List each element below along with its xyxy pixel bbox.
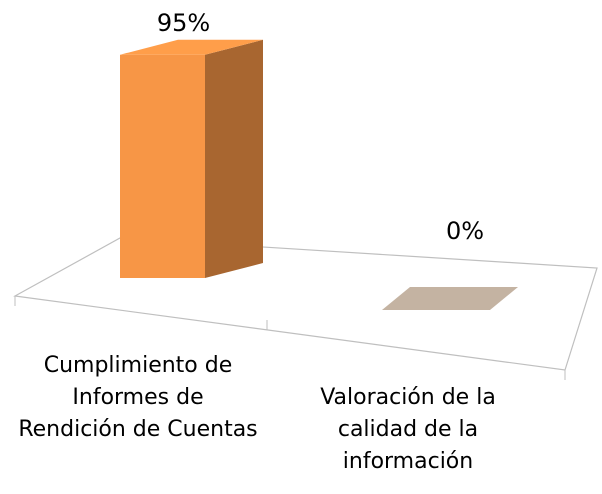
bar-side: [205, 39, 263, 278]
category-label: Valoración de la calidad de la informaci…: [320, 385, 496, 474]
bar-front: [120, 54, 205, 278]
category-label: Cumplimiento de Informes de Rendición de…: [18, 353, 258, 442]
floor: [13, 237, 598, 371]
data-label: 95%: [157, 9, 210, 37]
bar-top: [120, 39, 263, 55]
data-label: 0%: [446, 217, 484, 245]
bar-top: [382, 287, 518, 310]
